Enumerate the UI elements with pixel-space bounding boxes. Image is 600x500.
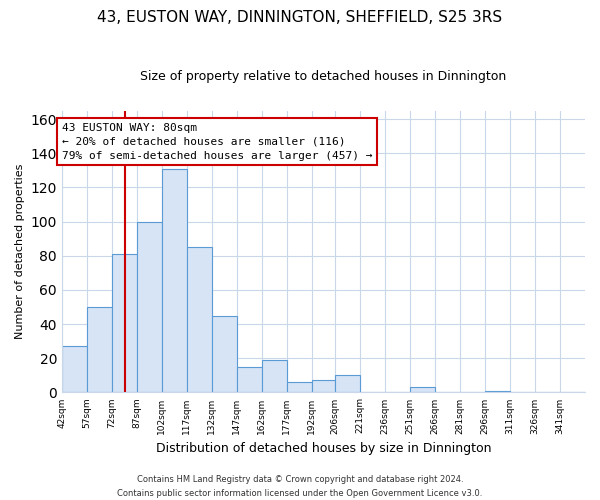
Bar — [312, 380, 335, 392]
Bar — [287, 382, 312, 392]
Bar — [410, 388, 435, 392]
Bar — [87, 307, 112, 392]
Y-axis label: Number of detached properties: Number of detached properties — [15, 164, 25, 339]
Bar — [162, 168, 187, 392]
Bar — [212, 316, 237, 392]
Text: Contains HM Land Registry data © Crown copyright and database right 2024.
Contai: Contains HM Land Registry data © Crown c… — [118, 476, 482, 498]
Text: 43 EUSTON WAY: 80sqm
← 20% of detached houses are smaller (116)
79% of semi-deta: 43 EUSTON WAY: 80sqm ← 20% of detached h… — [62, 122, 373, 160]
X-axis label: Distribution of detached houses by size in Dinnington: Distribution of detached houses by size … — [156, 442, 491, 455]
Bar — [62, 346, 87, 393]
Text: 43, EUSTON WAY, DINNINGTON, SHEFFIELD, S25 3RS: 43, EUSTON WAY, DINNINGTON, SHEFFIELD, S… — [97, 10, 503, 25]
Title: Size of property relative to detached houses in Dinnington: Size of property relative to detached ho… — [140, 70, 506, 83]
Bar — [237, 367, 262, 392]
Bar — [187, 247, 212, 392]
Bar — [485, 390, 510, 392]
Bar — [112, 254, 137, 392]
Bar — [137, 222, 162, 392]
Bar — [262, 360, 287, 392]
Bar — [335, 376, 360, 392]
